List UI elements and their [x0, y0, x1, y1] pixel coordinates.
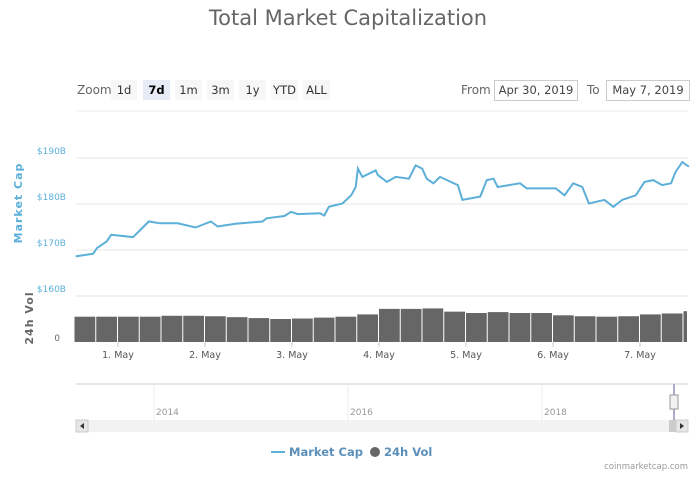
legend-item-24h-vol[interactable]: 24h Vol: [370, 445, 432, 459]
x-tick-label: 3. May: [276, 350, 308, 361]
volume-bar: [640, 314, 661, 342]
x-tick-label: 5. May: [450, 350, 482, 361]
arrow-left-icon: [80, 423, 84, 429]
volume-bar: [400, 308, 422, 342]
navigator[interactable]: [76, 384, 688, 420]
legend-item-market-cap[interactable]: Market Cap: [271, 445, 363, 459]
zoom-3m-button[interactable]: 3m: [207, 80, 234, 100]
to-date-input[interactable]: May 7, 2019: [606, 80, 690, 101]
y-tick-label: $160B: [37, 285, 66, 295]
zoom-1d-button[interactable]: 1d: [111, 80, 137, 100]
x-tick-label: 6. May: [537, 350, 569, 361]
volume-bar: [553, 315, 574, 342]
y-tick-label: $190B: [37, 147, 66, 157]
volume-bar: [379, 308, 400, 342]
from-date-input[interactable]: Apr 30, 2019: [494, 80, 578, 101]
x-tick-label: 1. May: [102, 350, 134, 361]
volume-bar: [683, 311, 687, 342]
y-tick-label: $180B: [37, 193, 66, 203]
volume-bar: [183, 315, 204, 342]
volume-bar: [205, 316, 226, 342]
x-tick-label: 7. May: [624, 350, 656, 361]
legend-label-market-cap: Market Cap: [289, 445, 363, 459]
zoom-1y-button[interactable]: 1y: [239, 80, 266, 100]
market-cap-axis-title: Market Cap: [12, 163, 25, 244]
volume-bar: [444, 311, 465, 342]
volume-bar: [248, 318, 270, 342]
volume-bar: [226, 317, 248, 342]
volume-bar: [139, 316, 161, 342]
volume-bar: [661, 313, 683, 342]
zoom-ytd-button[interactable]: YTD: [271, 80, 298, 100]
credit-link[interactable]: coinmarketcap.com: [604, 462, 688, 472]
volume-tick-0: 0: [54, 334, 60, 344]
navigator-tick-label: 2018: [544, 408, 567, 418]
to-label: To: [587, 83, 600, 97]
volume-bar: [96, 316, 117, 342]
market-cap-line: [75, 160, 690, 258]
volume-bar: [466, 313, 487, 342]
y-tick-label: $170B: [37, 239, 66, 249]
zoom-7d-button[interactable]: 7d: [143, 80, 170, 100]
navigator-tick-label: 2014: [156, 408, 179, 418]
circle-swatch-icon: [370, 447, 380, 457]
volume-bar: [487, 312, 509, 342]
zoom-label: Zoom: [77, 83, 112, 97]
zoom-all-button[interactable]: ALL: [303, 80, 330, 100]
volume-bar: [422, 308, 444, 342]
navigator-handle[interactable]: [669, 394, 679, 410]
volume-bar: [335, 316, 357, 342]
volume-bar: [357, 314, 378, 342]
volume-bar: [313, 317, 335, 342]
scrollbar-thumb[interactable]: [669, 420, 676, 432]
arrow-right-icon: [680, 423, 684, 429]
from-label: From: [461, 83, 491, 97]
volume-bar: [161, 315, 183, 342]
legend-label-24h-vol: 24h Vol: [384, 445, 432, 459]
x-tick-label: 2. May: [189, 350, 221, 361]
navigator-tick-label: 2016: [350, 408, 373, 418]
volume-bar: [270, 319, 291, 342]
volume-bar: [118, 316, 139, 342]
volume-axis-title: 24h Vol: [23, 291, 36, 344]
zoom-1m-button[interactable]: 1m: [175, 80, 202, 100]
volume-bar: [574, 316, 596, 342]
volume-bar: [292, 318, 313, 342]
volume-bar: [74, 316, 96, 342]
x-tick-label: 4. May: [363, 350, 395, 361]
volume-bar: [531, 313, 552, 342]
volume-bar: [618, 316, 639, 342]
volume-bar: [509, 313, 531, 342]
volume-bar: [596, 316, 618, 342]
scrollbar-track[interactable]: [76, 420, 688, 432]
chart-title: Total Market Capitalization: [208, 6, 488, 30]
